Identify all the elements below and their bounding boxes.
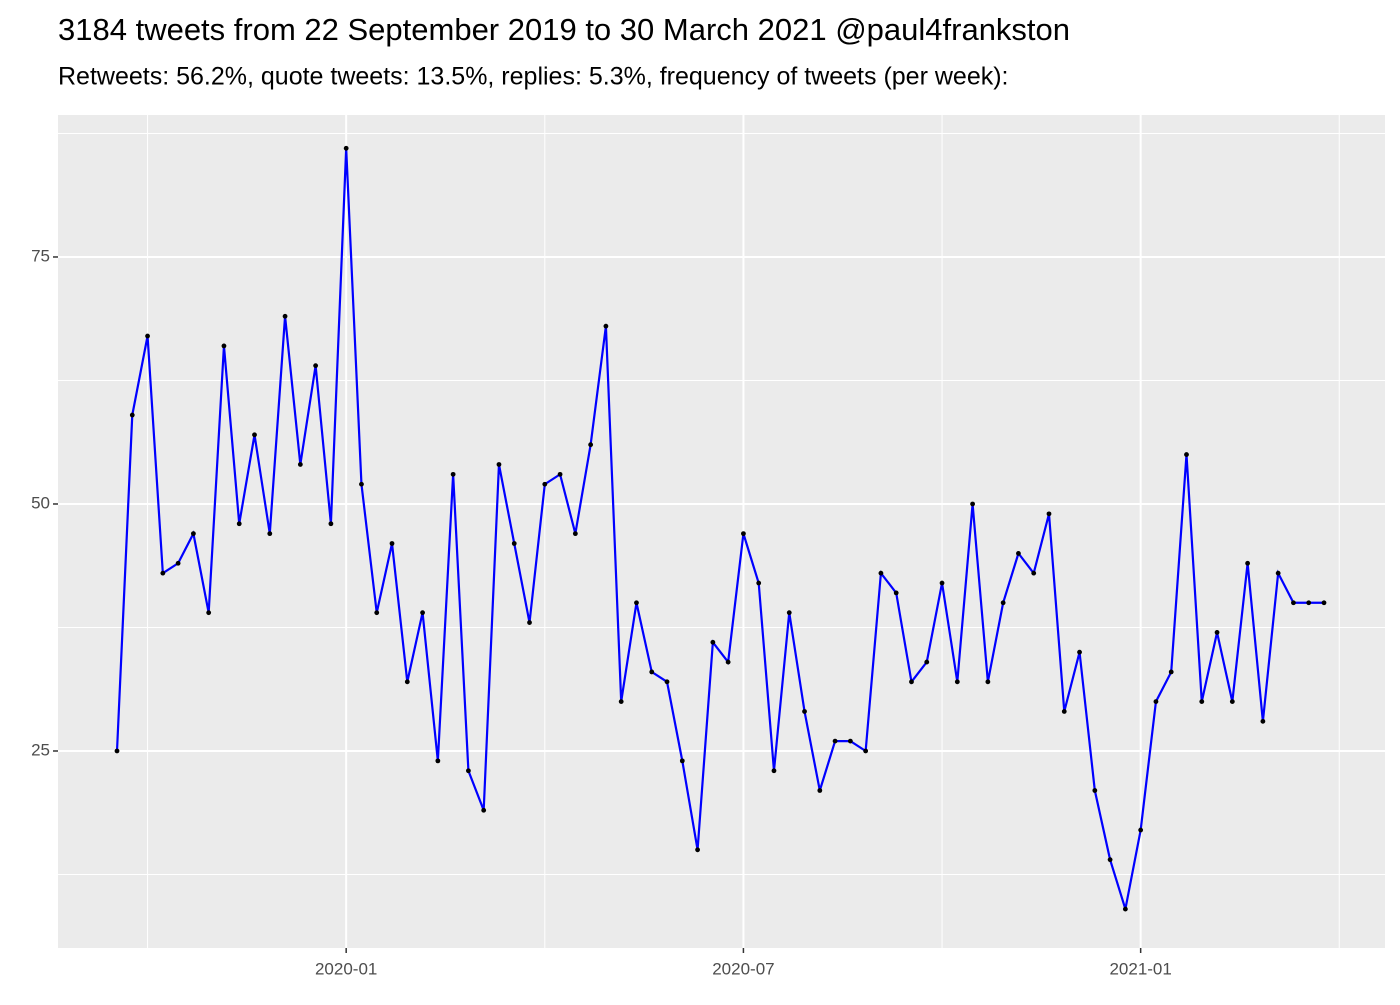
point [511,541,517,546]
point [710,639,716,645]
point [1321,600,1327,606]
point [1245,560,1251,566]
point [725,659,731,665]
point [1107,857,1113,863]
y-tick-label: 50 [31,493,50,512]
point [527,620,532,625]
point [970,501,975,507]
point [1184,452,1189,457]
point [160,570,166,576]
point [817,788,823,793]
point [1061,709,1067,714]
point [634,600,639,606]
plot-panel [58,115,1385,948]
point [1138,827,1144,833]
point [481,807,487,813]
point [786,610,792,616]
point [1046,511,1052,517]
point [313,363,319,369]
point [435,758,441,764]
point [297,462,303,467]
chart-subtitle: Retweets: 56.2%, quote tweets: 13.5%, re… [58,63,1009,91]
point [1031,570,1037,576]
point [909,679,914,685]
point [939,580,945,586]
point [1214,630,1220,635]
point [145,333,150,339]
point [893,590,899,596]
point [175,560,181,566]
marks [114,145,1327,912]
x-tick-label: 2021-01 [1109,959,1171,978]
x-tick-label: 2020-01 [315,959,377,978]
point [252,432,257,438]
point [343,145,349,151]
point [450,471,456,477]
point [863,748,869,754]
point [1092,788,1098,793]
point [404,679,410,685]
point [771,768,777,774]
point [832,738,838,744]
point [1077,649,1082,655]
point [1275,570,1281,576]
point [206,610,212,616]
point [603,323,609,329]
point [221,343,227,349]
point [572,531,578,537]
point [1260,718,1266,724]
point [695,847,700,853]
point [420,610,425,616]
point [1199,699,1205,704]
point [1168,669,1174,675]
point [1291,600,1296,606]
point [985,679,991,685]
point [542,481,548,487]
point [1153,699,1159,704]
point [267,531,273,537]
point [328,521,334,527]
point [359,481,364,487]
point [190,531,196,537]
point [236,521,242,527]
point [878,570,884,576]
chart-title: 3184 tweets from 22 September 2019 to 30… [58,12,1070,47]
x-tick-label: 2020-07 [712,959,774,978]
point [1306,600,1312,606]
point [129,412,135,418]
point [1000,600,1006,606]
point [649,669,655,675]
point [588,442,594,448]
y-tick-label: 75 [31,246,50,265]
point [374,610,380,616]
point [496,462,502,467]
y-tick-label: 25 [31,740,50,759]
point [664,679,670,685]
point [557,471,563,477]
point [741,531,746,537]
point [847,738,853,744]
point [466,768,471,774]
line [115,148,1324,910]
point [618,699,624,704]
point [389,541,395,546]
point [924,659,930,665]
point [802,709,807,714]
point [756,580,762,586]
point [1229,699,1235,704]
point [954,679,960,685]
point [114,748,120,754]
point [1122,906,1128,912]
point [282,313,288,319]
point [1016,550,1021,556]
point [679,758,685,764]
